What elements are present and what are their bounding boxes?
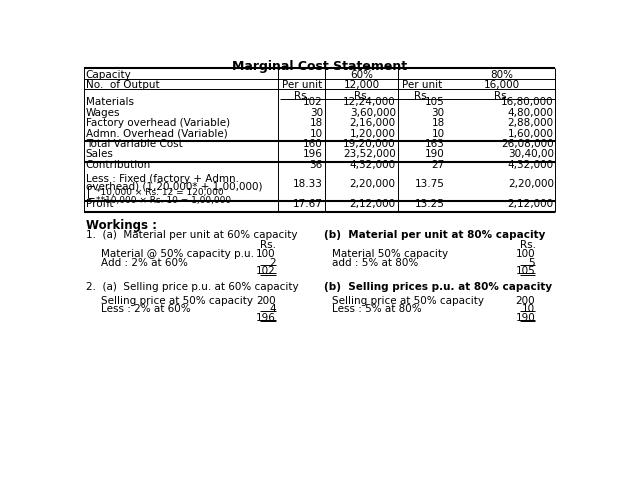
Text: Per unit: Per unit [402, 80, 442, 90]
Text: 4: 4 [269, 304, 276, 314]
Text: Factory overhead (Variable): Factory overhead (Variable) [85, 118, 230, 128]
Text: Materials: Materials [85, 97, 134, 107]
Text: 1,20,000: 1,20,000 [349, 128, 396, 139]
Text: 100: 100 [256, 249, 276, 259]
Text: Workings :: Workings : [85, 219, 157, 232]
Text: Rs.: Rs. [414, 91, 431, 100]
Text: (b)  Selling prices p.u. at 80% capacity: (b) Selling prices p.u. at 80% capacity [324, 282, 553, 292]
Text: 12,24,000: 12,24,000 [343, 97, 396, 107]
Text: 100: 100 [515, 249, 535, 259]
Text: Selling price at 50% capacity: Selling price at 50% capacity [332, 296, 484, 306]
Text: (b)  Material per unit at 80% capacity: (b) Material per unit at 80% capacity [324, 230, 546, 240]
Text: 200: 200 [256, 296, 276, 306]
Text: Per unit: Per unit [282, 80, 322, 90]
Text: 4,32,000: 4,32,000 [508, 160, 554, 170]
Text: Selling price at 50% capacity: Selling price at 50% capacity [101, 296, 253, 306]
Text: 2: 2 [269, 258, 276, 268]
Text: Total Variable Cost: Total Variable Cost [85, 139, 182, 149]
Text: 10: 10 [522, 304, 535, 314]
Text: 2,12,000: 2,12,000 [349, 199, 396, 209]
Text: 19,20,000: 19,20,000 [343, 139, 396, 149]
Text: 200: 200 [515, 296, 535, 306]
Text: 16,80,000: 16,80,000 [501, 97, 554, 107]
Text: Rs.: Rs. [494, 91, 510, 100]
Text: 23,52,000: 23,52,000 [343, 150, 396, 159]
Text: 196: 196 [303, 150, 323, 159]
Text: Less : Fixed (factory + Admn.: Less : Fixed (factory + Admn. [85, 174, 239, 184]
Text: 30,40,00: 30,40,00 [508, 150, 554, 159]
Text: 105: 105 [425, 97, 444, 107]
Text: Contribution: Contribution [85, 160, 151, 170]
Text: Add : 2% at 60%: Add : 2% at 60% [101, 258, 188, 268]
Text: Capacity: Capacity [85, 70, 132, 80]
Text: 36: 36 [310, 160, 323, 170]
Text: 163: 163 [425, 139, 444, 149]
Text: *10,000 × Rs. 12 = 120,000: *10,000 × Rs. 12 = 120,000 [96, 188, 223, 197]
Text: 105: 105 [515, 266, 535, 277]
Text: 26,08,000: 26,08,000 [501, 139, 554, 149]
Text: 18: 18 [310, 118, 323, 128]
Text: 3,60,000: 3,60,000 [349, 108, 396, 118]
Text: Rs.: Rs. [294, 91, 310, 100]
Text: Rs.: Rs. [354, 91, 369, 100]
Text: 2,20,000: 2,20,000 [349, 180, 396, 189]
Text: 80%: 80% [490, 70, 513, 80]
Text: 102: 102 [256, 266, 276, 277]
Text: Sales: Sales [85, 150, 114, 159]
Text: 2,16,000: 2,16,000 [349, 118, 396, 128]
Text: Material 50% capacity: Material 50% capacity [332, 249, 448, 259]
Text: 4,80,000: 4,80,000 [508, 108, 554, 118]
Text: 1,60,000: 1,60,000 [508, 128, 554, 139]
Text: Admn. Overhead (Variable): Admn. Overhead (Variable) [85, 128, 228, 139]
Text: 160: 160 [303, 139, 323, 149]
Text: Marginal Cost Statement: Marginal Cost Statement [232, 60, 407, 73]
Text: 190: 190 [515, 312, 535, 323]
Text: 102: 102 [303, 97, 323, 107]
Text: Less : 5% at 80%: Less : 5% at 80% [332, 304, 422, 314]
Text: 30: 30 [310, 108, 323, 118]
Text: 13.75: 13.75 [415, 180, 444, 189]
Text: Material @ 50% capacity p.u.: Material @ 50% capacity p.u. [101, 249, 254, 259]
Text: 10: 10 [310, 128, 323, 139]
Text: 1.  (a)  Material per unit at 60% capacity: 1. (a) Material per unit at 60% capacity [85, 230, 297, 240]
Text: No.  of Output: No. of Output [85, 80, 159, 90]
Text: 17.67: 17.67 [293, 199, 323, 209]
Text: add : 5% at 80%: add : 5% at 80% [332, 258, 419, 268]
Text: 16,000: 16,000 [484, 80, 520, 90]
Text: 2.  (a)  Selling price p.u. at 60% capacity: 2. (a) Selling price p.u. at 60% capacit… [85, 282, 298, 292]
Text: Less : 2% at 60%: Less : 2% at 60% [101, 304, 191, 314]
Text: 2,20,000: 2,20,000 [508, 180, 554, 189]
Text: 18.33: 18.33 [293, 180, 323, 189]
Text: 10: 10 [431, 128, 444, 139]
Text: Rs.: Rs. [520, 240, 536, 250]
Text: 12,000: 12,000 [344, 80, 380, 90]
Text: Profit: Profit [85, 199, 113, 209]
Text: 18: 18 [431, 118, 444, 128]
Text: 27: 27 [431, 160, 444, 170]
Text: 30: 30 [431, 108, 444, 118]
Text: overhead) (1,20,000* + 1,00,000): overhead) (1,20,000* + 1,00,000) [85, 182, 262, 191]
Text: 4,32,000: 4,32,000 [349, 160, 396, 170]
Text: 190: 190 [425, 150, 444, 159]
Text: 13.25: 13.25 [415, 199, 444, 209]
Text: Rs.: Rs. [260, 240, 276, 250]
Text: 60%: 60% [350, 70, 373, 80]
Text: 2,12,000: 2,12,000 [508, 199, 554, 209]
Text: 2,88,000: 2,88,000 [508, 118, 554, 128]
Text: **10,000 × Rs. 10 = 1,00,000: **10,000 × Rs. 10 = 1,00,000 [96, 196, 231, 205]
Text: 196: 196 [256, 312, 276, 323]
Text: Wages: Wages [85, 108, 120, 118]
Text: 5: 5 [529, 258, 535, 268]
